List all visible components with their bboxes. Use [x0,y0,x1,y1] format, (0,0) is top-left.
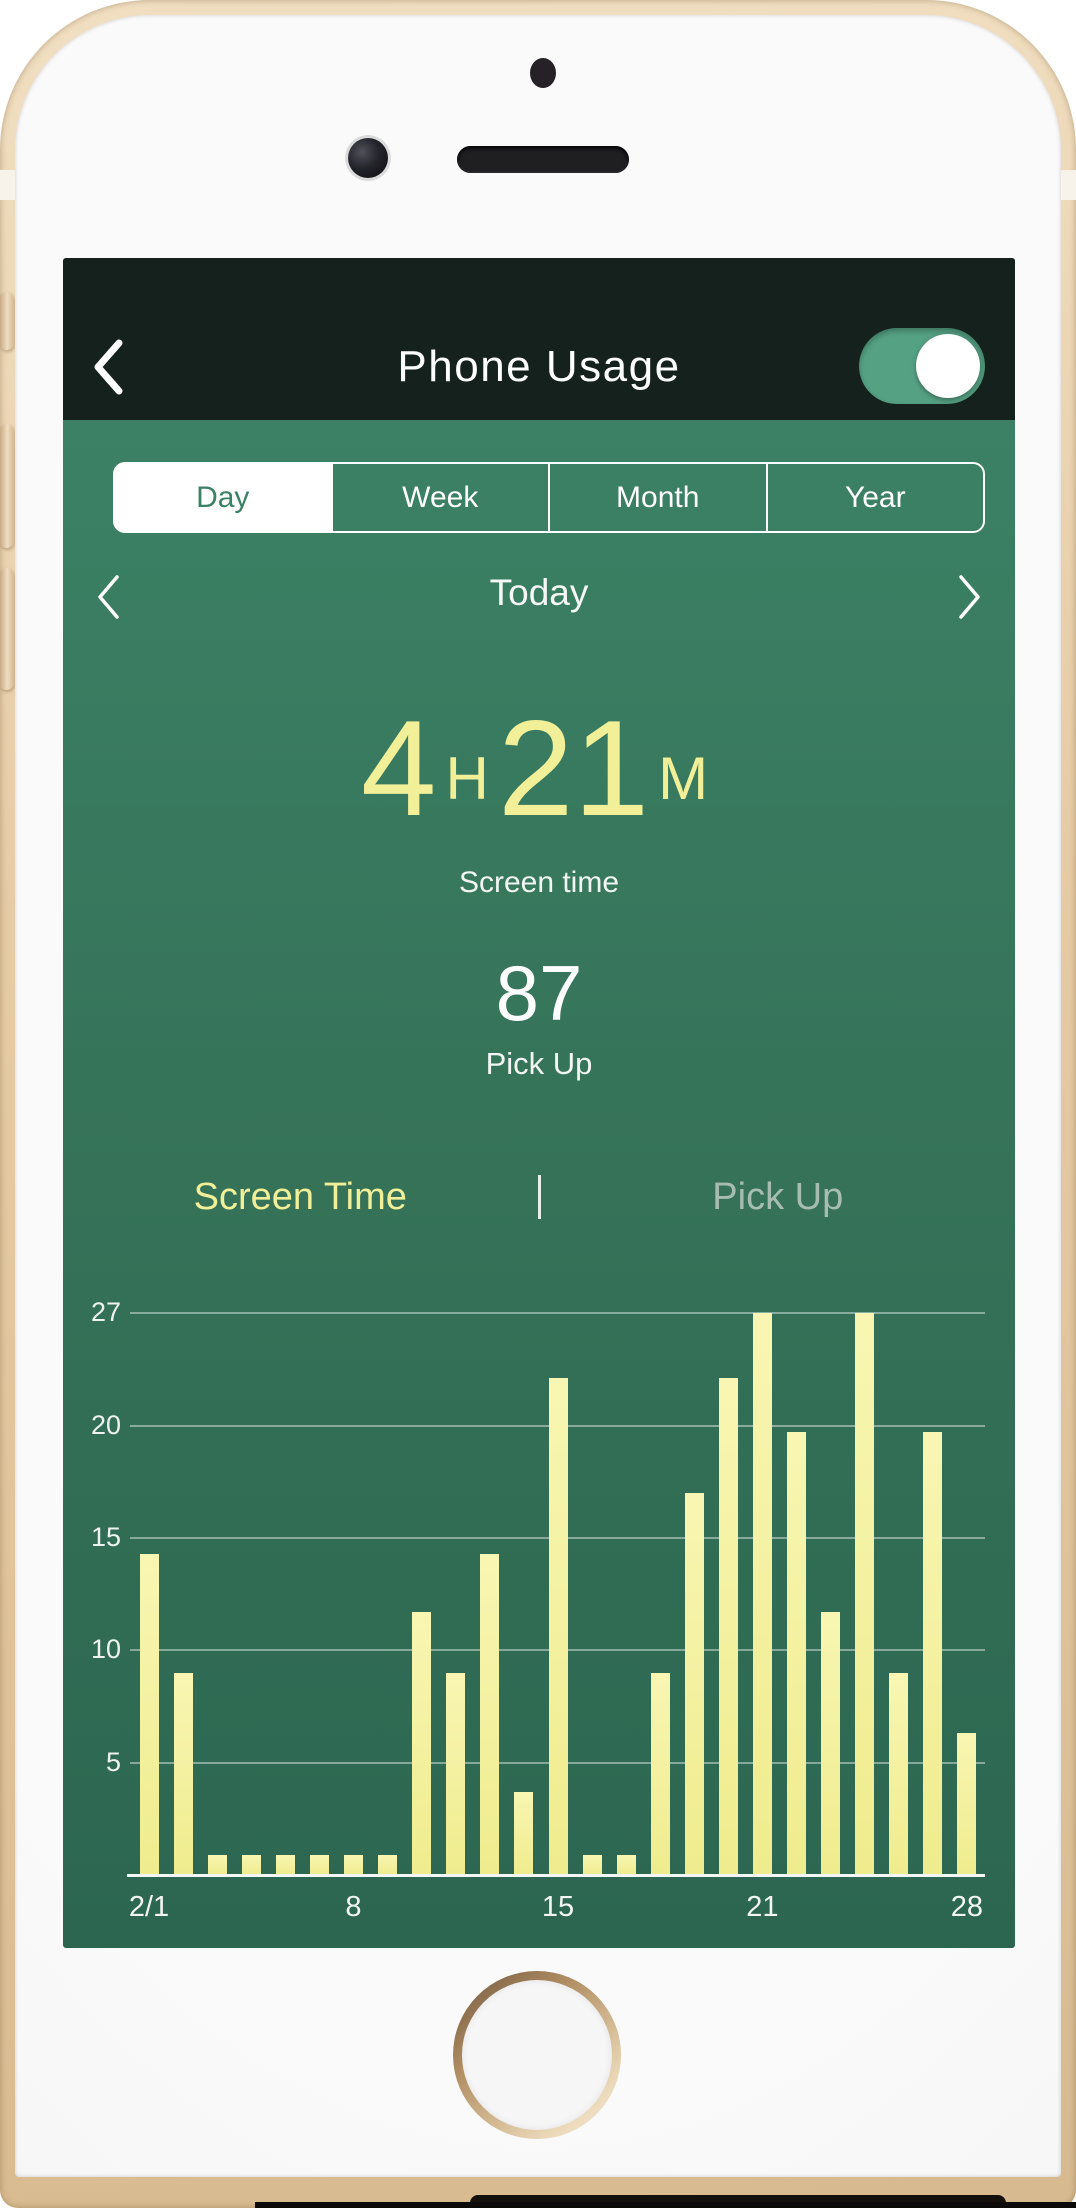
front-camera [348,138,388,178]
minutes-unit: M [658,745,709,812]
app-header: Phone Usage [63,258,1015,420]
tab-pick-up[interactable]: Pick Up [712,1176,844,1218]
minutes-value: 21 [497,692,650,844]
page-title: Phone Usage [397,342,681,391]
chart-bar [309,1854,329,1875]
proximity-sensor [530,58,556,88]
chart-bar [514,1791,534,1875]
app-screen: Phone Usage Day Week Month Year Today [63,258,1015,1948]
previous-day-button[interactable] [95,574,121,620]
chart-bar [548,1377,568,1875]
chevron-right-icon [959,575,980,619]
chart-bar [207,1854,227,1875]
chart-bar [139,1553,159,1875]
y-tick-label: 15 [90,1521,121,1552]
screen-time-caption: Screen time [458,866,620,899]
back-button[interactable] [91,338,125,396]
usage-chart: 5 10 15 20 27 2/1 8 15 21 28 [63,1297,1015,1948]
x-axis-line [127,1874,985,1877]
volume-up-button [0,424,14,548]
chevron-left-icon [98,575,119,619]
volume-down-button [0,568,14,690]
chart-bar [275,1854,295,1875]
metric-tabs: Screen Time Pick Up [63,1174,1015,1220]
antenna-line-right [1060,170,1076,200]
chart-bar [923,1432,943,1875]
earpiece-speaker [457,146,629,173]
tab-week[interactable]: Week [330,464,549,531]
chevron-left-icon [94,339,123,395]
chart-bar [957,1733,977,1875]
x-tick-label: 21 [746,1891,779,1923]
y-tick-label: 5 [105,1746,121,1777]
period-segmented-control: Day Week Month Year [113,462,985,533]
x-tick-label: 2/1 [128,1891,170,1923]
hours-value: 4 [360,692,437,844]
chart-bar [855,1313,875,1876]
tab-day[interactable]: Day [115,464,331,531]
y-tick-label: 27 [90,1297,121,1328]
x-tick-label: 8 [345,1891,362,1923]
usage-toggle[interactable] [859,328,985,404]
chart-bar [582,1854,602,1875]
x-tick-label: 15 [541,1891,575,1923]
toggle-knob [916,334,980,398]
mute-switch [0,292,14,350]
chart-bar [241,1854,261,1875]
chart-bar [173,1672,193,1875]
pickups-value: 87 [495,949,583,1037]
chart-bar [787,1432,806,1875]
chart-bar [650,1672,670,1875]
chart-bar [412,1612,432,1875]
hours-unit: H [445,745,489,812]
chart-bar [446,1672,466,1875]
chart-bar [821,1612,841,1875]
x-tick-label: 28 [950,1891,984,1923]
tab-divider [537,1175,541,1219]
date-navigator: Today [63,568,1015,624]
chart-bar [378,1854,398,1875]
y-tick-label: 20 [90,1409,121,1440]
tab-year[interactable]: Year [765,464,984,531]
chart-bar [616,1854,636,1875]
next-day-button[interactable] [957,574,983,620]
chart-bar [889,1672,909,1875]
y-tick-label: 10 [90,1634,121,1665]
home-button [453,1971,621,2139]
tab-month[interactable]: Month [548,464,766,531]
chart-bar [344,1854,363,1875]
tab-screen-time[interactable]: Screen Time [193,1176,407,1218]
pickups-caption: Pick Up [485,1046,593,1081]
chart-bar [752,1313,772,1876]
gridline [130,1312,985,1315]
chart-bar [480,1553,500,1875]
chart-bar [718,1377,738,1875]
chart-bar [684,1493,704,1875]
screen-time-total: 4 H21 M [63,700,1015,836]
date-label: Today [489,572,589,613]
antenna-line-left [0,170,16,200]
